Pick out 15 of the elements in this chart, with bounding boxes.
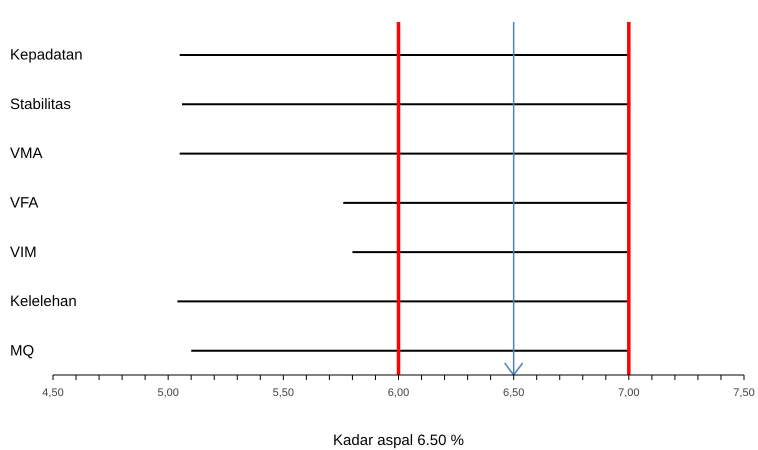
x-tick-label: 4,50	[42, 387, 64, 399]
y-tick-label: VMA	[10, 145, 43, 162]
x-tick-label: 7,00	[618, 387, 640, 399]
x-tick-label: 5,00	[157, 387, 179, 399]
y-tick-label: VFA	[10, 194, 38, 212]
y-tick-label: MQ	[10, 342, 34, 360]
y-tick-label: Stabilitas	[10, 96, 71, 113]
y-tick-label: VIM	[10, 244, 37, 261]
x-axis-title: Kadar aspal 6.50 %	[333, 432, 464, 449]
x-tick-label: 6,50	[502, 387, 524, 399]
y-tick-label: Kelelehan	[10, 293, 77, 310]
x-tick-label: 5,50	[272, 387, 294, 399]
x-tick-label: 7,50	[733, 387, 755, 399]
y-tick-label: Kepadatan	[10, 46, 83, 64]
x-tick-label: 6,00	[388, 387, 410, 399]
